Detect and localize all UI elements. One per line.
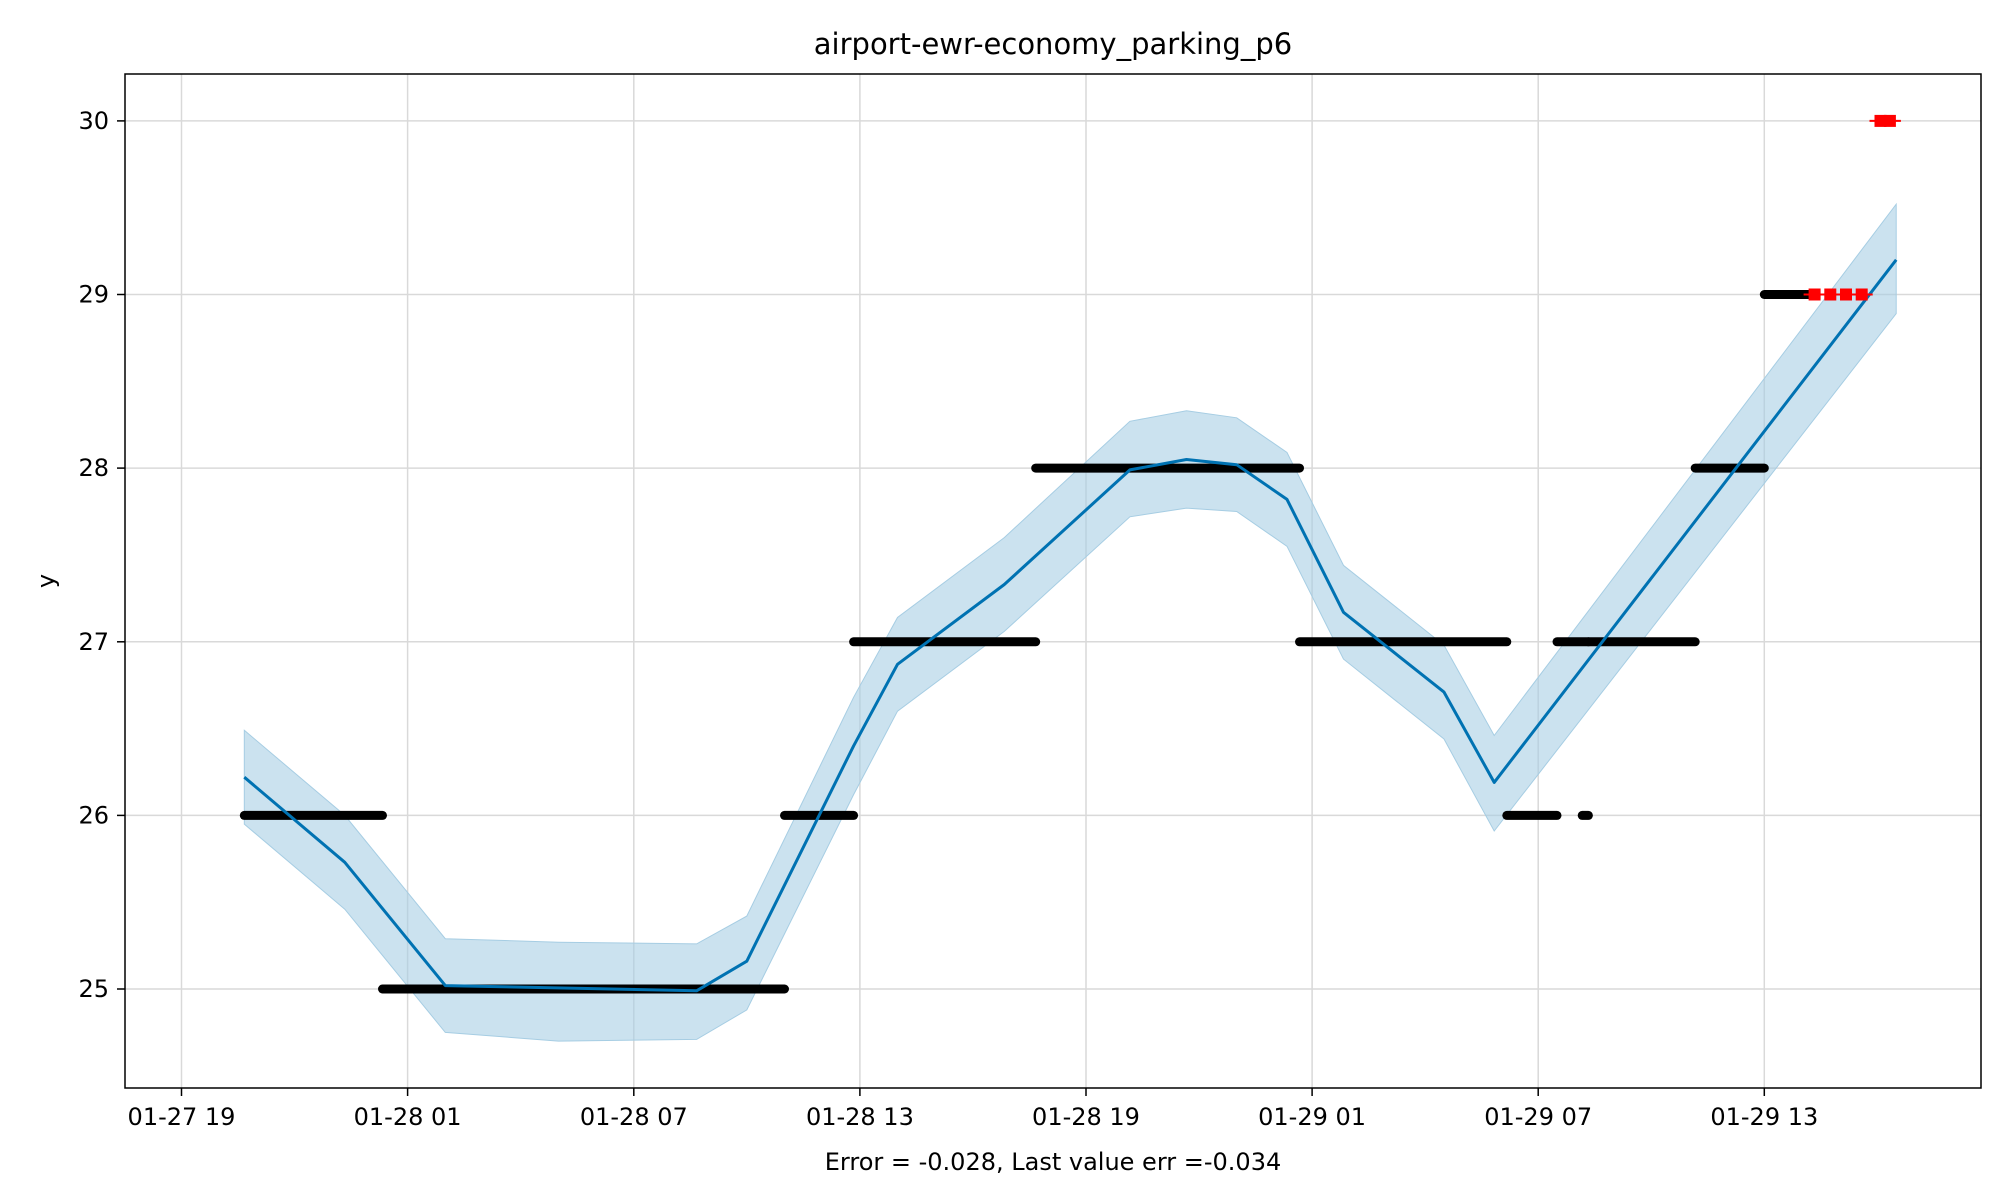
- future-point: [1824, 288, 1837, 301]
- y-tick-label: 27: [78, 628, 109, 656]
- x-tick-label: 01-28 07: [580, 1103, 688, 1131]
- y-tick-label: 25: [78, 975, 109, 1003]
- y-tick-label: 26: [78, 801, 109, 829]
- future-point: [1855, 288, 1868, 301]
- future-point: [1808, 288, 1821, 301]
- y-axis: 25 26 27 28 29 30: [78, 107, 125, 1003]
- future-point: [1840, 288, 1852, 301]
- x-axis-label: Error = -0.028, Last value err =-0.034: [825, 1148, 1281, 1176]
- future-points: [1803, 114, 1901, 301]
- chart-title: airport-ewr-economy_parking_p6: [814, 27, 1292, 61]
- x-tick-label: 01-28 01: [354, 1103, 462, 1131]
- x-tick-label: 01-28 19: [1032, 1103, 1140, 1131]
- x-tick-label: 01-29 07: [1484, 1103, 1592, 1131]
- future-point: [1883, 114, 1896, 127]
- x-tick-label: 01-29 13: [1710, 1103, 1818, 1131]
- forecast-line: [243, 258, 1898, 993]
- plot-frame: [124, 73, 1982, 1089]
- uncertainty-band: [243, 202, 1897, 1042]
- y-tick-label: 29: [78, 281, 109, 309]
- x-axis: 01-27 19 01-28 01 01-28 07 01-28 13 01-28 19…: [128, 1088, 1818, 1131]
- x-tick-label: 01-29 01: [1258, 1103, 1366, 1131]
- y-tick-label: 30: [78, 107, 109, 135]
- uncertainty-band-area: [243, 202, 1897, 1042]
- forecast-line-path: [243, 258, 1898, 993]
- y-axis-label: y: [32, 574, 60, 588]
- x-tick-label: 01-28 13: [806, 1103, 914, 1131]
- y-tick-label: 28: [78, 454, 109, 482]
- x-tick-label: 01-27 19: [128, 1103, 236, 1131]
